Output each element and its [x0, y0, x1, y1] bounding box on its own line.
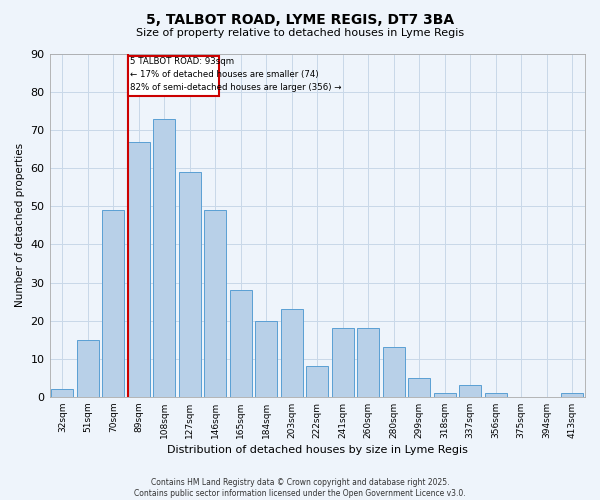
Bar: [358, 328, 379, 397]
Y-axis label: Number of detached properties: Number of detached properties: [15, 144, 25, 308]
Bar: [562, 393, 583, 397]
Bar: [128, 56, 218, 96]
Bar: [230, 290, 251, 397]
Text: 5 TALBOT ROAD: 93sqm: 5 TALBOT ROAD: 93sqm: [130, 58, 234, 66]
Text: Size of property relative to detached houses in Lyme Regis: Size of property relative to detached ho…: [136, 28, 464, 38]
Bar: [52, 389, 73, 397]
Bar: [256, 320, 277, 397]
Text: ← 17% of detached houses are smaller (74): ← 17% of detached houses are smaller (74…: [130, 70, 319, 80]
Bar: [409, 378, 430, 397]
Bar: [332, 328, 353, 397]
Bar: [307, 366, 328, 397]
Bar: [77, 340, 98, 397]
Bar: [154, 119, 175, 397]
Text: Contains HM Land Registry data © Crown copyright and database right 2025.
Contai: Contains HM Land Registry data © Crown c…: [134, 478, 466, 498]
Bar: [434, 393, 455, 397]
Bar: [281, 309, 302, 397]
Bar: [179, 172, 200, 397]
Bar: [205, 210, 226, 397]
Bar: [128, 142, 149, 397]
Bar: [485, 393, 506, 397]
Text: 82% of semi-detached houses are larger (356) →: 82% of semi-detached houses are larger (…: [130, 82, 341, 92]
Bar: [383, 348, 404, 397]
Text: 5, TALBOT ROAD, LYME REGIS, DT7 3BA: 5, TALBOT ROAD, LYME REGIS, DT7 3BA: [146, 12, 454, 26]
X-axis label: Distribution of detached houses by size in Lyme Regis: Distribution of detached houses by size …: [167, 445, 468, 455]
Bar: [460, 386, 481, 397]
Bar: [103, 210, 124, 397]
